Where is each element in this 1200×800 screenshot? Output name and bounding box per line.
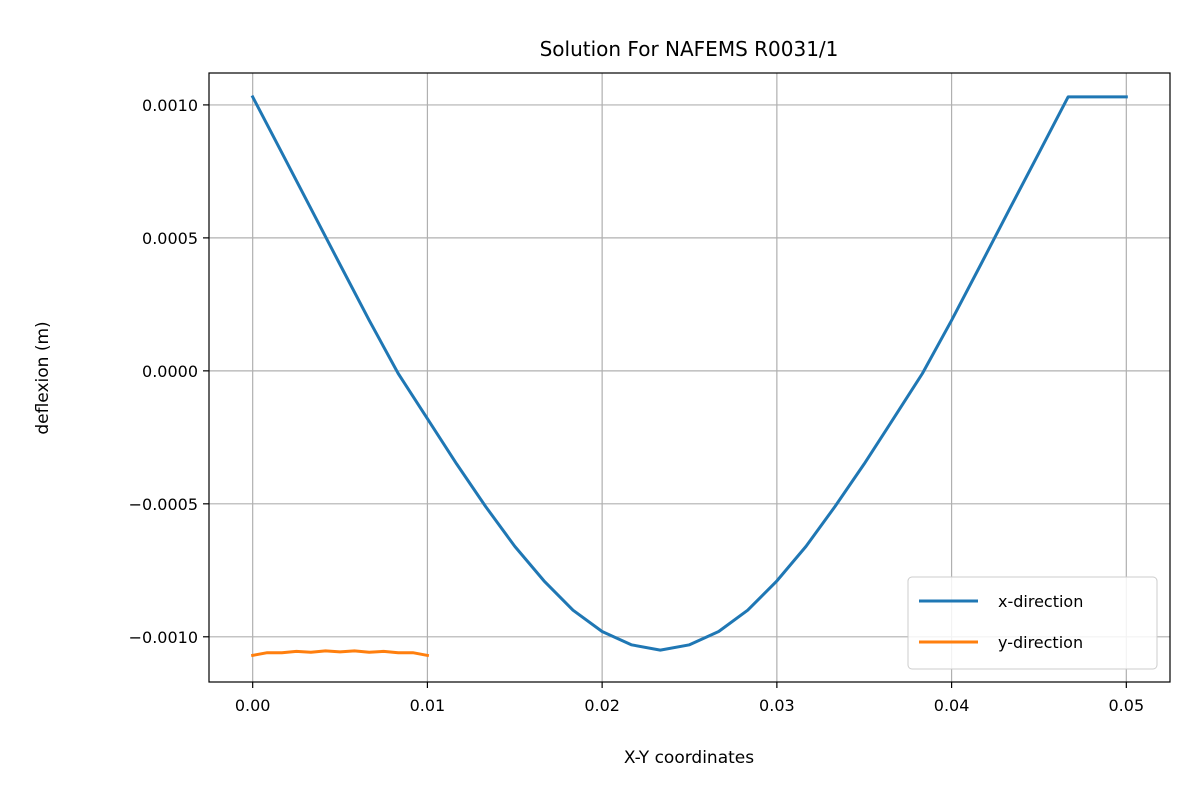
x-tick-label: 0.03 (759, 696, 795, 715)
y-tick-label: −0.0010 (129, 628, 198, 647)
x-tick-label: 0.04 (934, 696, 970, 715)
y-tick-label: 0.0000 (142, 362, 198, 381)
y-tick-label: 0.0010 (142, 96, 198, 115)
x-tick-label: 0.02 (584, 696, 620, 715)
legend-label-x-direction: x-direction (998, 592, 1083, 611)
x-axis-label: X-Y coordinates (624, 748, 754, 768)
x-tick-label: 0.05 (1109, 696, 1145, 715)
series-line-x-direction (250, 94, 1128, 652)
legend-label-y-direction: y-direction (998, 633, 1083, 652)
grid (209, 73, 1170, 682)
series-layer (250, 94, 1128, 658)
x-tick-label: 0.01 (410, 696, 446, 715)
legend: x-direction y-direction (907, 576, 1158, 670)
plot-frame (208, 72, 1171, 683)
y-axis-ticks: 0.0010 0.0005 0.0000 −0.0005 −0.0010 (129, 96, 209, 647)
chart-title: Solution For NAFEMS R0031/1 (540, 37, 839, 61)
y-tick-label: −0.0005 (129, 495, 198, 514)
x-axis-ticks: 0.00 0.01 0.02 0.03 0.04 0.05 (235, 682, 1144, 715)
series-line-y-direction (250, 649, 430, 658)
legend-box (907, 576, 1158, 670)
x-tick-label: 0.00 (235, 696, 271, 715)
y-axis-label: deflexion (m) (33, 321, 53, 434)
y-tick-label: 0.0005 (142, 229, 198, 248)
